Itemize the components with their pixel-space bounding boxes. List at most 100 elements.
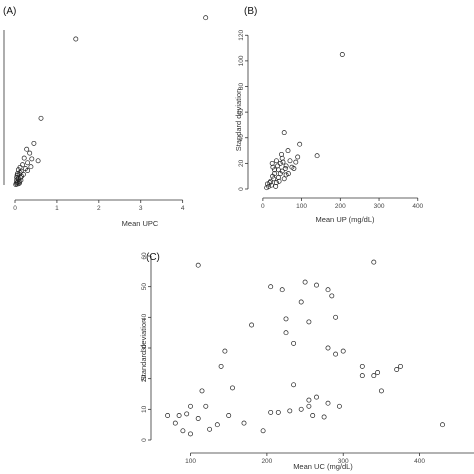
- y-axis-label: Standard deviation: [139, 319, 148, 382]
- data-point: [306, 319, 312, 325]
- data-point: [279, 168, 285, 174]
- data-point: [172, 420, 178, 426]
- data-point: [283, 316, 289, 322]
- data-point: [271, 176, 277, 182]
- data-point: [199, 388, 205, 394]
- data-point: [269, 160, 275, 166]
- panel-label: (A): [3, 6, 16, 17]
- data-point: [38, 115, 44, 121]
- data-point: [226, 413, 232, 418]
- panel-b: (B) 0 100 200 300 400 0 20 40 60 80 100 120 Mean UP (…: [234, 6, 424, 224]
- data-point: [195, 416, 201, 421]
- data-point: [279, 287, 285, 293]
- data-point: [24, 146, 30, 152]
- data-point: [310, 413, 316, 418]
- x-tick-label: 4: [181, 205, 185, 212]
- data-point: [14, 175, 20, 180]
- data-point: [214, 422, 220, 428]
- y-tick-label: 40: [141, 313, 148, 321]
- data-point: [306, 397, 312, 403]
- y-tick-label: 60: [238, 108, 245, 116]
- panel-label: (C): [146, 252, 160, 263]
- data-point: [25, 168, 31, 173]
- data-point: [188, 431, 193, 437]
- data-point: [340, 348, 346, 354]
- x-tick-label: 100: [185, 458, 196, 465]
- x-axis-label: Mean UPC: [122, 219, 159, 228]
- data-point: [281, 176, 287, 182]
- x-tick-label: 1: [55, 205, 59, 212]
- data-point: [260, 428, 266, 434]
- data-point: [295, 154, 301, 160]
- data-point: [230, 385, 235, 391]
- x-tick-label: 200: [335, 203, 346, 210]
- data-point: [283, 163, 289, 169]
- data-point: [195, 262, 201, 268]
- data-point: [275, 409, 281, 415]
- data-point: [17, 180, 23, 186]
- y-axis-label: Standard deviation: [234, 89, 243, 152]
- x-axis-label: Mean UC (mg/dL): [293, 462, 353, 471]
- panel-label: (B): [244, 6, 257, 17]
- data-point: [287, 158, 293, 164]
- data-point: [27, 150, 33, 156]
- data-point: [359, 363, 365, 369]
- x-tick-label: 300: [338, 458, 349, 465]
- x-tick-label: 200: [261, 458, 272, 465]
- data-point: [285, 171, 291, 177]
- panel-c: (C)1002003004005000102030405060Mean UC (…: [139, 252, 474, 471]
- data-point: [273, 183, 279, 189]
- data-point: [289, 164, 295, 170]
- data-point: [264, 185, 270, 191]
- data-point: [241, 420, 247, 426]
- x-tick-label: 100: [296, 203, 307, 210]
- data-point: [378, 388, 384, 394]
- y-tick-label: 0: [238, 187, 245, 191]
- y-tick-label: 10: [141, 405, 148, 413]
- data-point: [20, 162, 25, 168]
- data-point: [29, 156, 35, 162]
- data-point: [188, 403, 193, 409]
- data-point: [280, 159, 286, 165]
- data-point: [325, 287, 331, 293]
- data-point: [325, 345, 331, 351]
- data-point: [298, 299, 304, 305]
- data-point: [268, 284, 274, 290]
- data-point: [282, 166, 288, 171]
- data-point: [285, 148, 291, 154]
- data-point: [73, 36, 79, 42]
- y-tick-label: 120: [238, 29, 245, 40]
- data-point: [31, 140, 37, 146]
- data-point: [17, 170, 23, 175]
- data-point: [302, 279, 308, 285]
- x-axis-label: Mean UP (mg/dL): [315, 215, 375, 224]
- y-tick-label: 20: [141, 375, 148, 383]
- data-point: [398, 363, 403, 369]
- data-point: [281, 130, 287, 136]
- data-point: [314, 394, 319, 400]
- panel-a: (A) 0 1 2 3 4 Mean UPC: [3, 6, 209, 228]
- x-tick-label: 3: [139, 205, 143, 212]
- data-point: [268, 409, 274, 415]
- data-point: [270, 173, 276, 179]
- data-point: [440, 422, 445, 428]
- x-tick-label: 0: [261, 203, 265, 210]
- data-point: [329, 293, 335, 299]
- data-point: [306, 403, 312, 409]
- data-point: [293, 159, 299, 165]
- data-point: [314, 282, 319, 288]
- y-tick-label: 100: [238, 55, 245, 66]
- data-point: [325, 400, 331, 406]
- y-tick-label: 80: [238, 83, 245, 91]
- y-tick-label: 40: [238, 134, 245, 142]
- data-point: [184, 411, 190, 417]
- data-point: [375, 370, 381, 375]
- data-point: [321, 414, 327, 420]
- data-point: [283, 330, 289, 336]
- data-point: [28, 164, 34, 170]
- data-point: [291, 340, 297, 346]
- data-point: [203, 403, 209, 409]
- data-point: [371, 373, 377, 379]
- data-point: [291, 382, 297, 388]
